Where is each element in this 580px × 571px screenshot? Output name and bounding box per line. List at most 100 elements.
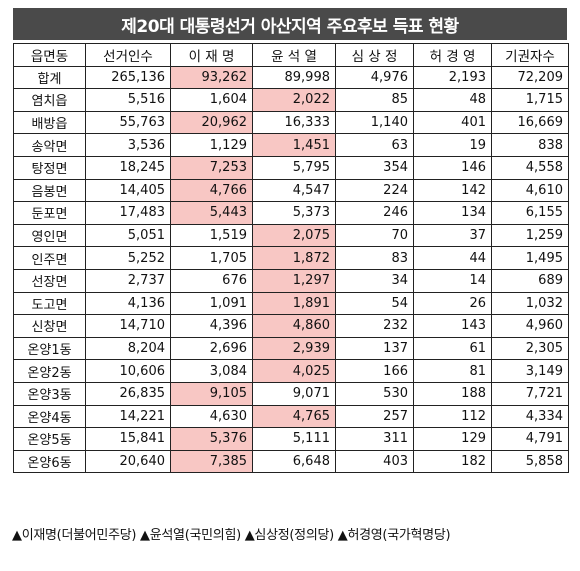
district-name-cell: 인주면 [13,246,86,270]
district-name-cell: 온양6동 [13,449,86,474]
value-cell: 16,669 [491,110,569,135]
value-cell: 1,872 [252,246,336,270]
value-cell: 530 [335,381,414,406]
value-cell: 9,071 [252,381,336,406]
table-row: 송악면 3,536 1,129 1,451 63 19 838 [13,133,569,157]
district-name-cell: 합계 [13,65,86,90]
value-cell: 224 [335,178,414,203]
table-row: 온양6동 20,640 7,385 6,648 403 182 5,858 [13,449,569,474]
value-cell: 14,710 [85,314,171,338]
value-cell: 8,204 [85,336,171,361]
value-cell: 257 [335,404,414,429]
table-body: 합계 265,136 93,262 89,998 4,976 2,193 72,209 염치읍… [13,65,569,474]
value-cell: 689 [491,268,569,293]
value-cell: 1,297 [252,268,336,293]
district-name-cell: 온양2동 [13,359,86,383]
table-title: 제20대 대통령선거 아산지역 주요후보 득표 현황 [121,16,459,37]
value-cell: 4,766 [170,178,253,203]
value-cell: 85 [335,88,414,112]
district-name-cell: 송악면 [13,133,86,157]
value-cell: 61 [413,336,492,361]
value-cell: 7,253 [170,155,253,180]
district-name-cell: 온양4동 [13,404,86,429]
table-row: 음봉면 14,405 4,766 4,547 224 142 4,610 [13,178,569,203]
table-row: 도고면 4,136 1,091 1,891 54 26 1,032 [13,291,569,316]
value-cell: 676 [170,268,253,293]
value-cell: 1,519 [170,223,253,248]
value-cell: 6,648 [252,449,336,474]
value-cell: 5,516 [85,88,171,112]
table-row: 온양1동 8,204 2,696 2,939 137 61 2,305 [13,336,569,361]
column-header-lee-jae-myung: 이 재 명 [170,43,253,67]
column-header-abstentions: 기권자수 [491,43,569,67]
district-name-cell: 염치읍 [13,88,86,112]
value-cell: 1,495 [491,246,569,270]
value-cell: 1,451 [252,133,336,157]
value-cell: 81 [413,359,492,383]
value-cell: 4,610 [491,178,569,203]
value-cell: 83 [335,246,414,270]
value-cell: 4,558 [491,155,569,180]
column-header-yoon-suk-yeol: 윤 석 열 [252,43,336,67]
value-cell: 7,385 [170,449,253,474]
value-cell: 134 [413,201,492,225]
value-cell: 4,630 [170,404,253,429]
value-cell: 6,155 [491,201,569,225]
table-row: 배방읍 55,763 20,962 16,333 1,140 401 16,669 [13,110,569,135]
district-name-cell: 온양5동 [13,427,86,451]
value-cell: 17,483 [85,201,171,225]
value-cell: 37 [413,223,492,248]
value-cell: 70 [335,223,414,248]
value-cell: 4,334 [491,404,569,429]
district-name-cell: 신창면 [13,314,86,338]
value-cell: 265,136 [85,65,171,90]
value-cell: 2,075 [252,223,336,248]
value-cell: 1,891 [252,291,336,316]
value-cell: 34 [335,268,414,293]
value-cell: 63 [335,133,414,157]
table-title-bar: 제20대 대통령선거 아산지역 주요후보 득표 현황 [13,8,567,40]
results-table: 읍면동 선거인수 이 재 명 윤 석 열 심 상 정 허 경 영 기권자수 합계… [13,43,569,474]
value-cell: 4,396 [170,314,253,338]
value-cell: 401 [413,110,492,135]
value-cell: 188 [413,381,492,406]
value-cell: 4,976 [335,65,414,90]
district-name-cell: 둔포면 [13,201,86,225]
value-cell: 20,640 [85,449,171,474]
value-cell: 19 [413,133,492,157]
candidate-legend: ▲이재명(더불어민주당) ▲윤석열(국민의힘) ▲심상정(정의당) ▲허경영(국… [12,528,451,543]
district-name-cell: 온양3동 [13,381,86,406]
value-cell: 1,259 [491,223,569,248]
value-cell: 10,606 [85,359,171,383]
value-cell: 1,091 [170,291,253,316]
value-cell: 5,376 [170,427,253,451]
value-cell: 1,715 [491,88,569,112]
value-cell: 5,443 [170,201,253,225]
value-cell: 1,604 [170,88,253,112]
district-name-cell: 영인면 [13,223,86,248]
value-cell: 146 [413,155,492,180]
value-cell: 1,032 [491,291,569,316]
value-cell: 2,022 [252,88,336,112]
value-cell: 2,737 [85,268,171,293]
value-cell: 1,140 [335,110,414,135]
value-cell: 838 [491,133,569,157]
value-cell: 55,763 [85,110,171,135]
value-cell: 14,405 [85,178,171,203]
value-cell: 72,209 [491,65,569,90]
value-cell: 14,221 [85,404,171,429]
table-row: 선장면 2,737 676 1,297 34 14 689 [13,268,569,293]
value-cell: 93,262 [170,65,253,90]
value-cell: 2,939 [252,336,336,361]
value-cell: 26 [413,291,492,316]
value-cell: 1,129 [170,133,253,157]
value-cell: 5,111 [252,427,336,451]
value-cell: 166 [335,359,414,383]
table-row: 인주면 5,252 1,705 1,872 83 44 1,495 [13,246,569,270]
value-cell: 20,962 [170,110,253,135]
table-row: 온양3동 26,835 9,105 9,071 530 188 7,721 [13,381,569,406]
table-row: 온양5동 15,841 5,376 5,111 311 129 4,791 [13,427,569,451]
value-cell: 4,547 [252,178,336,203]
value-cell: 5,795 [252,155,336,180]
value-cell: 89,998 [252,65,336,90]
